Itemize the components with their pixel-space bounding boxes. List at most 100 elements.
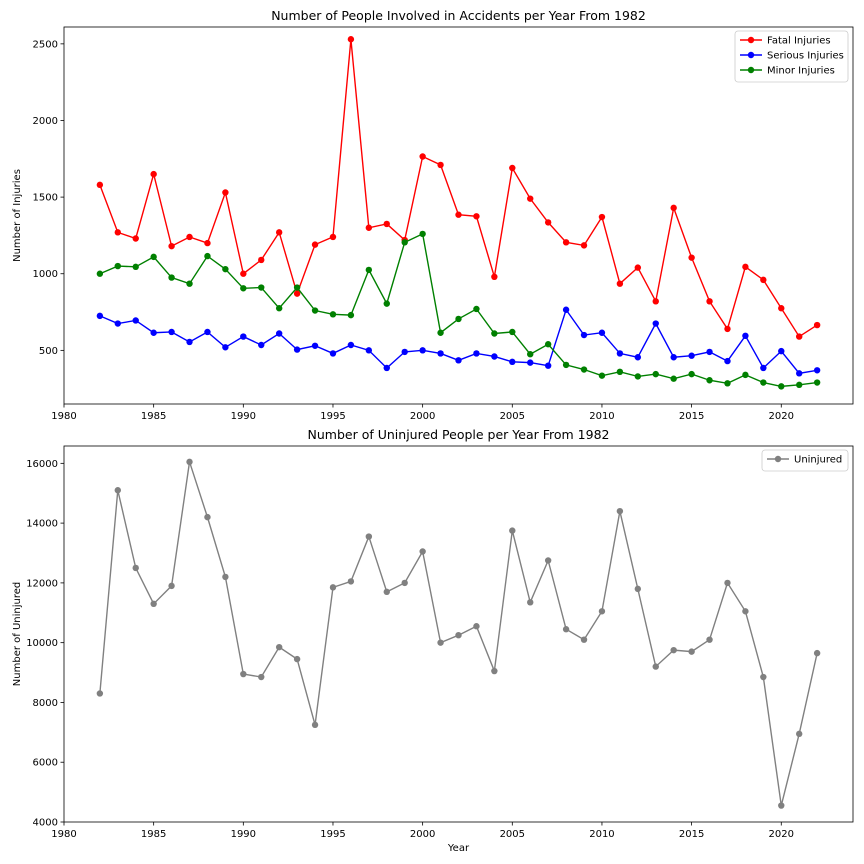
data-point-fatal-injuries xyxy=(240,270,247,277)
data-point-uninjured xyxy=(527,599,534,606)
data-point-uninjured xyxy=(813,649,821,657)
data-point-serious-injuries xyxy=(186,338,193,346)
data-point-fatal-injuries xyxy=(688,254,695,261)
data-point-uninjured xyxy=(293,655,301,663)
data-point-serious-injuries xyxy=(347,341,355,349)
legend-label: Minor Injuries xyxy=(767,66,835,77)
x-tick-label: 2000 xyxy=(410,411,435,422)
data-point-fatal-injuries xyxy=(706,298,713,305)
data-point-serious-injuries xyxy=(293,346,301,353)
data-point-minor-injuries xyxy=(383,300,390,307)
data-point-minor-injuries xyxy=(813,379,821,386)
data-point-minor-injuries xyxy=(688,370,695,378)
data-point-minor-injuries xyxy=(240,285,247,292)
legend-marker xyxy=(747,66,755,74)
data-point-minor-injuries xyxy=(562,361,570,369)
data-point-uninjured xyxy=(491,667,498,675)
legend: Uninjured xyxy=(761,449,849,472)
data-point-minor-injuries xyxy=(347,311,355,319)
data-point-serious-injuries xyxy=(473,350,480,357)
data-point-serious-injuries xyxy=(562,306,570,313)
x-tick-label: 2005 xyxy=(500,829,525,840)
data-point-uninjured xyxy=(401,579,408,587)
data-point-uninjured xyxy=(114,487,121,494)
data-point-fatal-injuries xyxy=(383,220,390,228)
data-point-uninjured xyxy=(204,513,211,521)
data-point-uninjured xyxy=(168,582,175,590)
data-point-fatal-injuries xyxy=(275,229,283,236)
data-point-uninjured xyxy=(778,802,785,809)
y-tick-label: 8000 xyxy=(33,698,58,709)
data-point-serious-injuries xyxy=(706,348,713,356)
data-point-minor-injuries xyxy=(293,284,301,291)
data-point-serious-injuries xyxy=(760,364,767,372)
data-point-uninjured xyxy=(222,573,229,581)
data-point-fatal-injuries xyxy=(96,181,104,189)
data-point-fatal-injuries xyxy=(813,321,821,329)
data-point-serious-injuries xyxy=(724,357,731,365)
x-tick-label: 2020 xyxy=(769,829,794,840)
data-point-fatal-injuries xyxy=(437,161,444,169)
data-point-minor-injuries xyxy=(419,230,426,238)
data-point-fatal-injuries xyxy=(473,213,480,220)
data-point-minor-injuries xyxy=(401,239,408,246)
data-point-uninjured xyxy=(562,626,570,633)
data-point-serious-injuries xyxy=(634,354,642,361)
x-tick-label: 1985 xyxy=(141,411,166,422)
data-point-uninjured xyxy=(706,636,713,643)
data-point-serious-injuries xyxy=(240,333,247,340)
data-point-minor-injuries xyxy=(580,366,588,373)
data-point-fatal-injuries xyxy=(670,204,677,212)
legend: Fatal Injuries Serious Injuries Minor Inju… xyxy=(734,30,849,83)
x-tick-label: 2010 xyxy=(589,829,614,840)
data-point-serious-injuries xyxy=(168,328,175,336)
data-point-serious-injuries xyxy=(419,347,426,354)
y-tick-label: 12000 xyxy=(26,578,58,589)
data-point-uninjured xyxy=(652,663,659,670)
data-point-fatal-injuries xyxy=(796,333,803,340)
legend-label: Uninjured xyxy=(794,455,842,466)
data-point-uninjured xyxy=(258,673,265,681)
x-tick-label: 1995 xyxy=(320,411,345,422)
data-point-minor-injuries xyxy=(311,307,319,314)
data-point-fatal-injuries xyxy=(760,276,767,284)
y-tick-label: 2000 xyxy=(33,116,58,127)
data-point-fatal-injuries xyxy=(527,195,534,202)
data-point-fatal-injuries xyxy=(114,229,121,236)
data-point-fatal-injuries xyxy=(562,239,570,246)
y-tick-label: 10000 xyxy=(26,638,58,649)
data-point-minor-injuries xyxy=(760,379,767,386)
data-point-serious-injuries xyxy=(527,359,534,366)
data-point-minor-injuries xyxy=(491,330,498,337)
data-point-minor-injuries xyxy=(168,274,175,281)
data-point-fatal-injuries xyxy=(365,224,373,231)
data-point-uninjured xyxy=(311,721,319,729)
axis-ticks: 1980 1985 1990 1995 2000 2005 2010 2015 2020 4000… xyxy=(26,459,794,840)
y-tick-label: 16000 xyxy=(26,459,58,470)
data-point-serious-injuries xyxy=(813,367,821,374)
data-point-uninjured xyxy=(365,533,373,540)
data-point-uninjured xyxy=(688,648,695,655)
data-point-fatal-injuries xyxy=(258,256,265,264)
data-point-minor-injuries xyxy=(204,252,211,260)
legend-box xyxy=(734,30,849,83)
data-point-fatal-injuries xyxy=(544,219,552,226)
data-point-serious-injuries xyxy=(132,317,139,324)
y-tick-label: 2500 xyxy=(33,39,58,50)
data-point-serious-injuries xyxy=(742,332,749,340)
data-point-minor-injuries xyxy=(544,341,552,348)
data-point-uninjured xyxy=(240,670,247,678)
data-point-serious-injuries xyxy=(796,370,803,377)
legend-marker xyxy=(747,36,755,44)
data-point-minor-injuries xyxy=(724,380,731,387)
y-tick-label: 4000 xyxy=(33,818,58,829)
data-point-fatal-injuries xyxy=(293,290,301,297)
y-tick-label: 6000 xyxy=(33,758,58,769)
data-point-uninjured xyxy=(96,690,104,697)
data-point-minor-injuries xyxy=(706,377,713,384)
data-point-fatal-injuries xyxy=(778,305,785,312)
x-tick-label: 2005 xyxy=(500,411,525,422)
data-point-serious-injuries xyxy=(544,362,552,369)
legend-marker xyxy=(774,455,782,463)
data-point-fatal-injuries xyxy=(455,211,462,218)
